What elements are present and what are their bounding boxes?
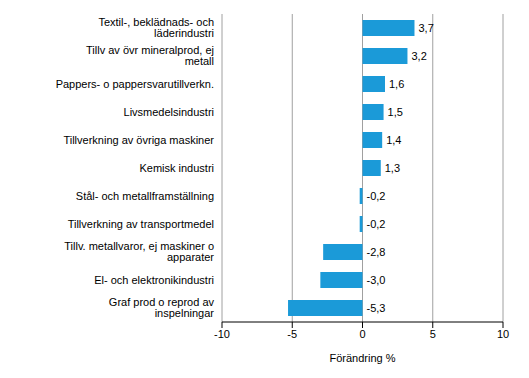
svg-text:-3,0: -3,0 bbox=[367, 274, 386, 286]
svg-text:Pappers- o pappersvarutillverk: Pappers- o pappersvarutillverkn. bbox=[56, 78, 214, 90]
svg-text:Livsmedelsindustri: Livsmedelsindustri bbox=[124, 106, 214, 118]
svg-text:1,5: 1,5 bbox=[388, 106, 403, 118]
svg-text:3,7: 3,7 bbox=[418, 22, 433, 34]
svg-text:-0,2: -0,2 bbox=[367, 190, 386, 202]
svg-text:El- och elektronikindustri: El- och elektronikindustri bbox=[94, 274, 214, 286]
svg-text:0: 0 bbox=[359, 328, 365, 340]
svg-text:Stål- och metallframställning: Stål- och metallframställning bbox=[76, 190, 214, 202]
svg-text:5: 5 bbox=[430, 328, 436, 340]
svg-text:3,2: 3,2 bbox=[411, 50, 426, 62]
svg-text:1,4: 1,4 bbox=[386, 134, 401, 146]
svg-text:Kemisk industri: Kemisk industri bbox=[139, 162, 214, 174]
svg-text:Tillv av övr mineralprod, ejme: Tillv av övr mineralprod, ejmetall bbox=[86, 44, 214, 67]
svg-text:-10: -10 bbox=[214, 328, 230, 340]
svg-text:-5: -5 bbox=[287, 328, 297, 340]
svg-text:-5,3: -5,3 bbox=[367, 302, 386, 314]
svg-text:Förändring %: Förändring % bbox=[329, 352, 395, 364]
svg-text:-0,2: -0,2 bbox=[367, 218, 386, 230]
svg-text:1,3: 1,3 bbox=[385, 162, 400, 174]
svg-text:1,6: 1,6 bbox=[389, 78, 404, 90]
svg-text:Textil-, beklädnads- ochläderi: Textil-, beklädnads- ochläderindustri bbox=[98, 16, 214, 39]
svg-text:-2,8: -2,8 bbox=[367, 246, 386, 258]
svg-text:Graf prod o reprod avinspelnin: Graf prod o reprod avinspelningar bbox=[109, 296, 215, 319]
svg-text:Tillv. metallvaror, ej maskine: Tillv. metallvaror, ej maskiner oapparat… bbox=[64, 240, 214, 263]
svg-text:10: 10 bbox=[497, 328, 509, 340]
svg-text:Tillverkning av transportmedel: Tillverkning av transportmedel bbox=[68, 218, 214, 230]
svg-text:Tillverkning av övriga maskine: Tillverkning av övriga maskiner bbox=[63, 134, 214, 146]
